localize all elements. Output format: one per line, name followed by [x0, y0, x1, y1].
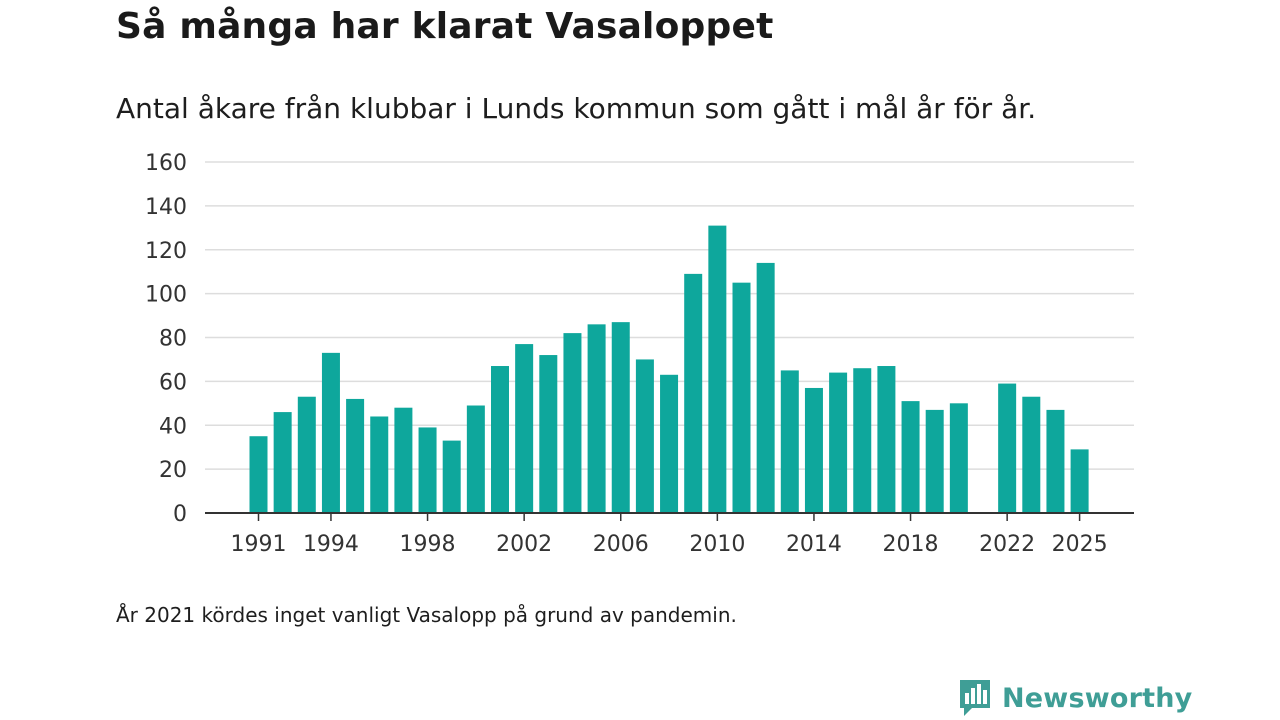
x-tick-label: 1991 [231, 532, 287, 557]
bar-2006[interactable] [611, 322, 630, 513]
bar-1997[interactable] [394, 407, 413, 513]
bar-2003[interactable] [539, 355, 558, 513]
y-tick-label: 100 [145, 283, 187, 308]
x-tick-label: 1994 [303, 532, 359, 557]
bar-1998[interactable] [418, 427, 437, 513]
y-tick-label: 140 [145, 195, 187, 220]
x-tick-label: 2006 [593, 532, 649, 557]
x-tick-label: 2018 [883, 532, 939, 557]
y-tick-label: 160 [145, 151, 187, 176]
x-tick-label: 2002 [496, 532, 552, 557]
bar-2025[interactable] [1070, 449, 1089, 513]
bar-2001[interactable] [491, 366, 509, 513]
x-axis-ticks: 1991 1994 1998 2002 2006 2010 2014 2018 2022 2025 [231, 513, 1108, 557]
bar-2014[interactable] [804, 387, 823, 513]
bar-2013[interactable] [780, 370, 799, 513]
bar-2012[interactable] [756, 262, 775, 513]
bar-2017[interactable] [877, 366, 896, 513]
bar-1992[interactable] [273, 412, 292, 513]
bar-2008[interactable] [660, 374, 679, 513]
bar-2023[interactable] [1022, 396, 1041, 513]
x-tick-label: 2014 [786, 532, 842, 557]
newsworthy-logo[interactable]: Newsworthy [958, 678, 1192, 718]
bar-1993[interactable] [297, 396, 316, 513]
x-tick-label: 2010 [689, 532, 745, 557]
x-tick-label: 2025 [1052, 532, 1108, 557]
bar-1995[interactable] [346, 398, 365, 513]
bar-1991[interactable] [249, 436, 268, 513]
bar-2000[interactable] [466, 405, 485, 513]
footnote: År 2021 kördes inget vanligt Vasalopp på… [116, 603, 737, 627]
bar-2016[interactable] [853, 368, 872, 513]
y-tick-label: 120 [145, 239, 187, 264]
y-tick-label: 80 [159, 327, 187, 352]
bar-2009[interactable] [684, 273, 703, 513]
x-tick-label: 2022 [979, 532, 1035, 557]
y-tick-label: 20 [159, 458, 187, 483]
x-tick-label: 1998 [400, 532, 456, 557]
bar-2022[interactable] [998, 383, 1017, 513]
bar-2002[interactable] [515, 344, 534, 513]
bar-2020[interactable] [949, 403, 968, 513]
bar-2024[interactable] [1046, 409, 1065, 513]
bar-1996[interactable] [370, 416, 389, 513]
bar-2004[interactable] [563, 333, 582, 513]
bar-2019[interactable] [925, 409, 944, 513]
bar-1994[interactable] [321, 352, 340, 513]
bar-2018[interactable] [901, 401, 920, 513]
bar-1999[interactable] [442, 440, 461, 513]
bar-2005[interactable] [587, 324, 606, 513]
y-tick-label: 40 [159, 414, 187, 439]
y-tick-label: 0 [173, 502, 187, 527]
y-axis-ticks: 0 20 40 60 80 100 120 140 160 [145, 151, 187, 527]
bar-2010[interactable] [708, 225, 727, 513]
bar-2015[interactable] [829, 372, 848, 513]
newsworthy-logo-icon [960, 680, 990, 716]
bar-2007[interactable] [635, 359, 654, 513]
newsworthy-logo-text: Newsworthy [1002, 682, 1193, 714]
bars [249, 225, 1089, 513]
y-tick-label: 60 [159, 370, 187, 395]
bar-2011[interactable] [732, 282, 751, 513]
chart-title: Så många har klarat Vasaloppet [116, 6, 774, 47]
bar-chart: 0 20 40 60 80 100 120 140 160 1991 1994 1998 2002 20… [145, 151, 1134, 557]
chart-subtitle: Antal åkare från klubbar i Lunds kommun … [116, 92, 1037, 125]
